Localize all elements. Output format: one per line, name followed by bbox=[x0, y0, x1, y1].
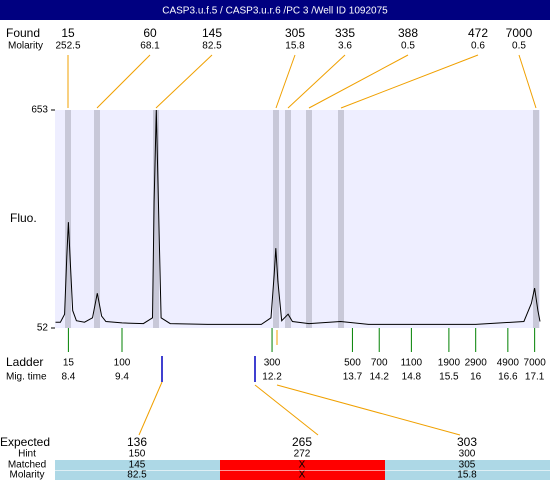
cell-expected: 265 bbox=[292, 435, 312, 449]
found-molarity: 0.6 bbox=[471, 41, 485, 52]
mig-time-label: Mig. time bbox=[6, 372, 47, 383]
found-molarity: 68.1 bbox=[140, 41, 160, 52]
cell-hint: 150 bbox=[129, 449, 146, 460]
peak-band bbox=[94, 110, 100, 328]
connector bbox=[254, 384, 319, 436]
connector bbox=[287, 54, 346, 109]
found-size: 472 bbox=[468, 26, 488, 40]
ladder-label: Ladder bbox=[6, 355, 43, 369]
ladder-mig-time: 13.7 bbox=[343, 372, 363, 383]
found-molarity: 0.5 bbox=[401, 41, 415, 52]
ladder-size: 300 bbox=[264, 358, 281, 369]
found-molarity: 3.6 bbox=[338, 41, 352, 52]
connector bbox=[518, 54, 537, 109]
title: CASP3.u.f.5 / CASP3.u.r.6 /PC 3 /Well ID… bbox=[162, 6, 388, 17]
ladder-mig-time: 14.2 bbox=[369, 372, 389, 383]
cell-molarity: X bbox=[299, 470, 306, 480]
found-molarity: 252.5 bbox=[55, 41, 80, 52]
trace bbox=[55, 109, 541, 325]
found-size: 388 bbox=[398, 26, 418, 40]
found-size: 7000 bbox=[506, 26, 533, 40]
ladder-size: 1100 bbox=[401, 358, 423, 369]
row-label: Matched bbox=[8, 460, 46, 471]
found-molarity: 0.5 bbox=[512, 41, 526, 52]
connector bbox=[155, 54, 213, 109]
ladder-mig-time: 17.1 bbox=[525, 372, 545, 383]
y-axis-label: Fluo. bbox=[10, 211, 37, 225]
connector bbox=[138, 381, 163, 436]
peak-band bbox=[153, 110, 159, 328]
peak-band bbox=[65, 110, 71, 328]
molarity-label: Molarity bbox=[8, 41, 43, 52]
ladder-mig-time: 16.6 bbox=[498, 372, 518, 383]
peak-band bbox=[533, 110, 539, 328]
y-tick-label: 653 bbox=[31, 105, 48, 116]
ladder-size: 7000 bbox=[524, 358, 547, 369]
ladder-mig-time: 9.4 bbox=[115, 372, 129, 383]
found-size: 305 bbox=[285, 26, 305, 40]
peak-bands bbox=[65, 110, 539, 328]
ladder-size: 4900 bbox=[497, 358, 520, 369]
cell-molarity: 15.8 bbox=[457, 470, 477, 480]
cell-matched: 305 bbox=[459, 460, 476, 471]
cell-hint: 272 bbox=[294, 449, 311, 460]
connector bbox=[275, 54, 296, 109]
cell-hint: 300 bbox=[459, 449, 476, 460]
ladder-size: 2900 bbox=[465, 358, 488, 369]
ladder-mig-time: 16 bbox=[470, 372, 482, 383]
cell-matched: X bbox=[299, 460, 306, 471]
found-molarity: 15.8 bbox=[285, 41, 305, 52]
peak-band bbox=[306, 110, 312, 328]
cell-divider bbox=[55, 470, 550, 471]
found-size: 335 bbox=[335, 26, 355, 40]
ladder-size: 700 bbox=[371, 358, 388, 369]
connector bbox=[340, 54, 479, 109]
connector bbox=[276, 384, 461, 436]
cell-molarity: 82.5 bbox=[127, 470, 147, 480]
peak-band bbox=[285, 110, 291, 328]
y-tick-label: 52 bbox=[37, 323, 49, 334]
connector bbox=[308, 54, 409, 109]
ladder-size: 100 bbox=[114, 358, 131, 369]
ladder-size: 15 bbox=[63, 358, 75, 369]
peak-connectors bbox=[67, 54, 537, 436]
found-label: Found bbox=[6, 26, 40, 40]
found-size: 60 bbox=[143, 26, 157, 40]
title-bar bbox=[0, 0, 550, 20]
cell-expected: 303 bbox=[457, 435, 477, 449]
row-label: Molarity bbox=[9, 470, 44, 480]
cell-matched: 145 bbox=[129, 460, 146, 471]
ladder-size: 1900 bbox=[438, 358, 461, 369]
peak-band bbox=[273, 110, 279, 328]
plot-area bbox=[55, 110, 540, 328]
ladder-mig-time: 14.8 bbox=[402, 372, 422, 383]
found-size: 15 bbox=[61, 26, 75, 40]
ladder-mig-time: 15.5 bbox=[439, 372, 459, 383]
ladder-mig-time: 12.2 bbox=[262, 372, 282, 383]
peak-band bbox=[338, 110, 344, 328]
row-label: Expected bbox=[0, 435, 50, 449]
found-molarity: 82.5 bbox=[202, 41, 222, 52]
row-label: Hint bbox=[18, 449, 36, 460]
ladder-size: 500 bbox=[344, 358, 361, 369]
found-size: 145 bbox=[202, 26, 222, 40]
ladder-mig-time: 8.4 bbox=[61, 372, 75, 383]
cell-expected: 136 bbox=[127, 435, 147, 449]
connector bbox=[96, 54, 151, 109]
